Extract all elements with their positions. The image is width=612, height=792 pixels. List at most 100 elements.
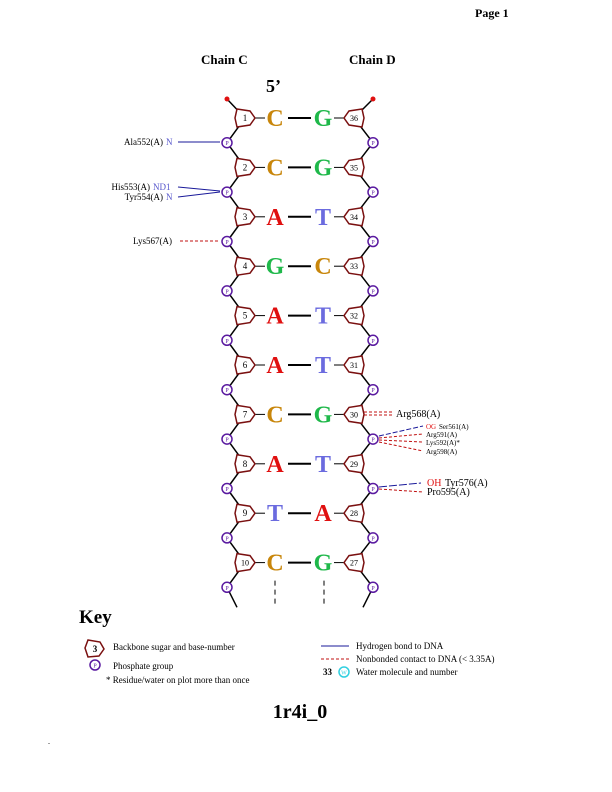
sugar-pentagon-icon bbox=[234, 157, 256, 178]
key-hbond: Hydrogen bond to DNA bbox=[321, 641, 444, 651]
five-prime-label: 5’ bbox=[266, 76, 281, 96]
hbond-line bbox=[177, 186, 221, 192]
phosphate-icon bbox=[367, 334, 379, 347]
base-number: 1 bbox=[243, 113, 248, 123]
phosphate-icon bbox=[367, 186, 379, 198]
phosphate-letter: P bbox=[371, 289, 375, 295]
base-number: 7 bbox=[243, 409, 248, 419]
phosphate-letter: P bbox=[225, 240, 229, 246]
interaction-ala552: Ala552(A) N bbox=[124, 137, 220, 147]
phosphate-icon bbox=[221, 334, 233, 347]
chain-right-label: Chain D bbox=[349, 52, 396, 67]
base-letter-right: G bbox=[314, 402, 333, 428]
sugar-pentagon-icon bbox=[343, 404, 365, 425]
sugar-pentagon-icon bbox=[234, 404, 256, 425]
base-number: 5 bbox=[243, 311, 248, 321]
atom-label: OG bbox=[426, 423, 436, 431]
base-number: 10 bbox=[241, 559, 249, 568]
hbond-key-label: Hydrogen bond to DNA bbox=[356, 641, 444, 651]
key-water: 33 W Water molecule and number bbox=[323, 666, 457, 678]
base-letter-right: T bbox=[315, 304, 331, 330]
base-letter-right: G bbox=[314, 155, 333, 181]
phosphate-letter: P bbox=[225, 289, 229, 295]
key-title: Key bbox=[79, 607, 112, 628]
base-number: 32 bbox=[350, 312, 358, 321]
base-number: 29 bbox=[350, 460, 358, 469]
sugar-pentagon-icon bbox=[234, 552, 256, 573]
hbond-line bbox=[177, 191, 221, 198]
base-number: 6 bbox=[243, 360, 248, 370]
sugar-pentagon-icon bbox=[234, 108, 256, 128]
sugar-pentagon-icon bbox=[343, 453, 365, 474]
residue-label: Ala552(A) bbox=[124, 137, 163, 147]
base-letter-right: G bbox=[314, 551, 333, 577]
base-letter-left: C bbox=[266, 402, 283, 428]
phosphate-letter: P bbox=[371, 536, 375, 542]
residue-label: His553(A) bbox=[112, 182, 151, 192]
nonbonded-line bbox=[378, 441, 424, 452]
phosphate-icon bbox=[221, 532, 233, 544]
residue-label: Arg568(A) bbox=[396, 409, 440, 420]
base-letter-left: C bbox=[266, 155, 283, 181]
sugar-pentagon-icon bbox=[343, 157, 365, 178]
base-letter-left: A bbox=[266, 304, 284, 330]
residue-label: Arg598(A) bbox=[426, 448, 458, 456]
interaction-lys592: Lys592(A)* bbox=[378, 439, 460, 447]
sugar-pentagon-icon bbox=[343, 108, 365, 128]
phosphate-icon bbox=[221, 433, 233, 445]
sugar-pentagon-icon bbox=[343, 305, 365, 326]
base-letter-left: A bbox=[266, 205, 284, 231]
base-number: 35 bbox=[350, 163, 358, 172]
sugar-pentagon-icon bbox=[343, 503, 365, 524]
base-number: 36 bbox=[350, 114, 358, 123]
phosphate-icon bbox=[221, 581, 233, 594]
phosphate-icon bbox=[367, 235, 379, 248]
residue-label: Lys592(A)* bbox=[426, 439, 460, 447]
water-number: 33 bbox=[323, 667, 333, 677]
phosphate-icon bbox=[367, 433, 379, 445]
phosphate-letter: P bbox=[371, 141, 375, 147]
interaction-arg568: Arg568(A) bbox=[364, 409, 440, 420]
phosphate-letter: P bbox=[225, 388, 229, 394]
base-letter-left: T bbox=[267, 501, 283, 527]
three-prime-end-dot bbox=[370, 96, 376, 102]
sugar-pentagon-icon bbox=[343, 206, 365, 227]
base-letter-right: T bbox=[315, 353, 331, 379]
base-number: 3 bbox=[243, 212, 248, 222]
sugar-example-number: 3 bbox=[93, 644, 98, 654]
phosphate-letter: P bbox=[225, 586, 229, 592]
phosphate-icon bbox=[367, 581, 379, 594]
base-number: 28 bbox=[350, 509, 358, 518]
phosphate-letter: P bbox=[371, 586, 375, 592]
base-letter-left: C bbox=[266, 106, 283, 132]
phosphate-letter: P bbox=[371, 191, 375, 197]
key-nonbonded: Nonbonded contact to DNA (< 3.35A) bbox=[321, 654, 495, 664]
nonbonded-key-label: Nonbonded contact to DNA (< 3.35A) bbox=[356, 654, 495, 664]
residue-label: Arg591(A) bbox=[426, 431, 458, 439]
interaction-tyr576: OH Tyr576(A) bbox=[378, 478, 488, 489]
structure-id: 1r4i_0 bbox=[273, 701, 327, 723]
phosphate-letter: P bbox=[371, 487, 375, 493]
base-number: 27 bbox=[350, 559, 358, 568]
water-icon bbox=[338, 666, 350, 678]
sugar-pentagon-icon bbox=[234, 453, 256, 474]
sugar-pentagon-icon bbox=[343, 552, 365, 573]
base-number: 4 bbox=[243, 261, 248, 271]
sugar-pentagon-icon bbox=[234, 355, 256, 375]
base-number: 33 bbox=[350, 262, 358, 271]
interaction-pro595: Pro595(A) bbox=[378, 487, 470, 498]
phosphate-icon bbox=[221, 186, 233, 198]
phosphate-icon bbox=[367, 383, 379, 396]
sugar-pentagon-icon bbox=[343, 256, 365, 277]
atom-label: N bbox=[166, 192, 173, 202]
nonbonded-line bbox=[378, 439, 424, 443]
sugar-key-label: Backbone sugar and base-number bbox=[113, 642, 235, 652]
phosphate-icon bbox=[367, 136, 379, 149]
phosphate-icon bbox=[367, 482, 379, 495]
base-number: 2 bbox=[243, 162, 248, 172]
phosphate-letter: P bbox=[371, 388, 375, 394]
residue-label: Pro595(A) bbox=[427, 487, 470, 498]
phosphate-icon bbox=[89, 659, 101, 671]
interaction-his553: His553(A) ND1 bbox=[112, 182, 221, 192]
